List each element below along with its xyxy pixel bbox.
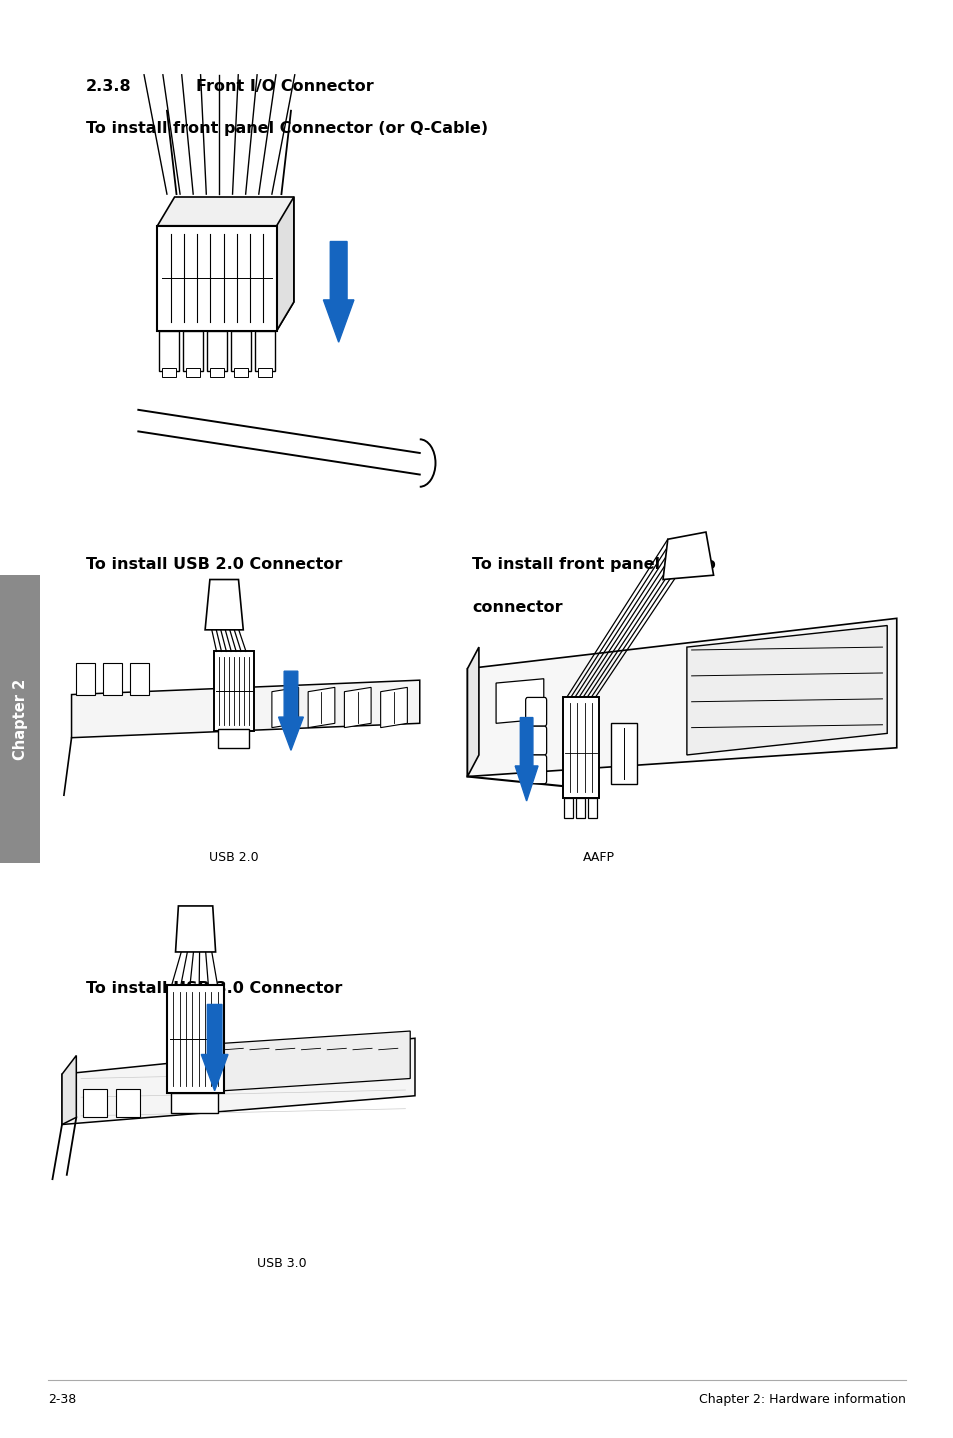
FancyBboxPatch shape bbox=[157, 226, 276, 331]
FancyBboxPatch shape bbox=[587, 798, 597, 818]
Polygon shape bbox=[205, 580, 243, 630]
Text: connector: connector bbox=[472, 600, 562, 614]
FancyBboxPatch shape bbox=[116, 1089, 140, 1117]
Polygon shape bbox=[276, 197, 294, 331]
FancyBboxPatch shape bbox=[525, 726, 546, 755]
Text: Chapter 2: Chapter 2 bbox=[12, 679, 28, 759]
FancyBboxPatch shape bbox=[183, 331, 203, 371]
FancyBboxPatch shape bbox=[186, 368, 200, 377]
FancyBboxPatch shape bbox=[257, 368, 272, 377]
Polygon shape bbox=[380, 687, 407, 728]
Polygon shape bbox=[308, 687, 335, 728]
Polygon shape bbox=[191, 1031, 410, 1093]
Polygon shape bbox=[272, 687, 298, 728]
Text: Chapter 2: Hardware information: Chapter 2: Hardware information bbox=[699, 1393, 905, 1406]
FancyArrow shape bbox=[201, 1005, 228, 1090]
Polygon shape bbox=[496, 679, 543, 723]
Text: To install front panel Connector (or Q-Cable): To install front panel Connector (or Q-C… bbox=[86, 121, 488, 135]
Polygon shape bbox=[175, 906, 215, 952]
FancyBboxPatch shape bbox=[233, 368, 248, 377]
FancyBboxPatch shape bbox=[207, 331, 227, 371]
FancyBboxPatch shape bbox=[171, 1093, 218, 1113]
FancyBboxPatch shape bbox=[213, 651, 253, 731]
Polygon shape bbox=[71, 680, 419, 738]
FancyArrow shape bbox=[515, 718, 537, 801]
FancyBboxPatch shape bbox=[210, 368, 224, 377]
Text: USB 2.0: USB 2.0 bbox=[209, 851, 258, 864]
FancyBboxPatch shape bbox=[562, 697, 598, 798]
FancyBboxPatch shape bbox=[159, 331, 179, 371]
FancyBboxPatch shape bbox=[162, 368, 176, 377]
FancyBboxPatch shape bbox=[525, 755, 546, 784]
FancyBboxPatch shape bbox=[525, 697, 546, 726]
FancyArrow shape bbox=[323, 242, 354, 342]
Polygon shape bbox=[62, 1038, 415, 1125]
Polygon shape bbox=[344, 687, 371, 728]
FancyBboxPatch shape bbox=[167, 985, 224, 1093]
FancyBboxPatch shape bbox=[610, 723, 637, 784]
Polygon shape bbox=[467, 618, 896, 777]
Text: To install USB 3.0 Connector: To install USB 3.0 Connector bbox=[86, 981, 342, 995]
FancyBboxPatch shape bbox=[576, 798, 584, 818]
Polygon shape bbox=[686, 626, 886, 755]
Polygon shape bbox=[662, 532, 713, 580]
Text: USB 3.0: USB 3.0 bbox=[256, 1257, 306, 1270]
Text: AAFP: AAFP bbox=[582, 851, 615, 864]
Text: 2-38: 2-38 bbox=[48, 1393, 76, 1406]
FancyBboxPatch shape bbox=[218, 729, 249, 748]
Text: To install front panel audio: To install front panel audio bbox=[472, 557, 716, 571]
Polygon shape bbox=[467, 647, 478, 777]
Text: 2.3.8: 2.3.8 bbox=[86, 79, 132, 93]
Text: Front I/O Connector: Front I/O Connector bbox=[195, 79, 373, 93]
Polygon shape bbox=[157, 197, 294, 331]
FancyArrow shape bbox=[278, 672, 303, 751]
FancyBboxPatch shape bbox=[0, 575, 40, 863]
FancyBboxPatch shape bbox=[76, 663, 95, 695]
FancyBboxPatch shape bbox=[103, 663, 122, 695]
FancyBboxPatch shape bbox=[130, 663, 149, 695]
FancyBboxPatch shape bbox=[231, 331, 251, 371]
Text: To install USB 2.0 Connector: To install USB 2.0 Connector bbox=[86, 557, 342, 571]
Polygon shape bbox=[62, 1055, 76, 1125]
FancyBboxPatch shape bbox=[254, 331, 274, 371]
FancyBboxPatch shape bbox=[83, 1089, 107, 1117]
FancyBboxPatch shape bbox=[563, 798, 573, 818]
